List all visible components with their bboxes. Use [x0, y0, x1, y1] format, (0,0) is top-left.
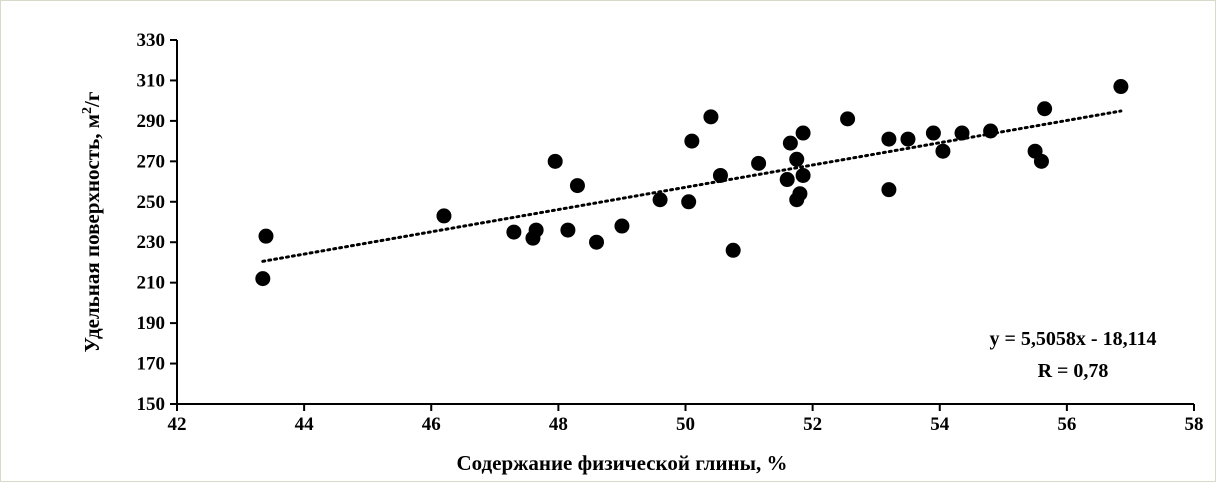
data-point: [983, 123, 999, 139]
x-tick-label: 58: [1185, 414, 1204, 435]
data-point: [1037, 101, 1053, 117]
data-point: [795, 125, 811, 141]
data-point: [258, 228, 274, 244]
y-ticks: 150 170 190 210 230 250 270 290 310 330: [137, 30, 177, 415]
x-tick-label: 52: [803, 414, 822, 435]
data-point: [900, 131, 916, 147]
data-point: [712, 167, 728, 183]
y-tick-label: 170: [137, 354, 166, 375]
data-point: [614, 218, 630, 234]
data-point: [779, 172, 795, 188]
x-axis-title: Содержание физической глины, %: [456, 451, 787, 475]
data-point: [725, 242, 741, 258]
data-point: [751, 155, 767, 171]
data-point: [840, 111, 856, 127]
data-point: [681, 194, 697, 210]
x-tick-label: 44: [295, 414, 315, 435]
trendline: [261, 109, 1123, 263]
y-tick-label: 210: [137, 273, 166, 294]
r-value-label: R = 0,78: [1038, 360, 1109, 382]
y-tick-label: 290: [137, 111, 166, 132]
x-tick-label: 54: [930, 414, 950, 435]
y-tick-label: 150: [137, 394, 166, 415]
x-tick-label: 46: [422, 414, 441, 435]
data-point: [792, 186, 808, 202]
data-point: [560, 222, 576, 238]
y-axis-title: Удельная поверхность, м2/г: [80, 92, 104, 353]
data-point: [547, 153, 563, 169]
data-point: [528, 222, 544, 238]
data-point: [881, 131, 897, 147]
y-tick-label: 310: [137, 70, 166, 91]
x-tick-label: 48: [549, 414, 568, 435]
data-point: [684, 133, 700, 149]
x-ticks: 42 44 46 48 50 52 54 56 58: [168, 404, 1204, 435]
data-point: [789, 151, 805, 167]
y-tick-label: 330: [137, 30, 166, 51]
trendline-equation: y = 5,5058x - 18,114: [990, 328, 1157, 350]
y-tick-label: 190: [137, 313, 166, 334]
data-point: [782, 135, 798, 151]
data-point: [506, 224, 522, 240]
data-point: [652, 192, 668, 208]
y-tick-label: 230: [137, 232, 166, 253]
data-point: [255, 271, 271, 287]
data-point: [925, 125, 941, 141]
x-tick-label: 50: [676, 414, 695, 435]
trendline-layer: [261, 109, 1123, 263]
data-point: [881, 182, 897, 198]
data-point: [569, 178, 585, 194]
x-tick-label: 56: [1057, 414, 1076, 435]
data-point: [703, 109, 719, 125]
data-point: [935, 143, 951, 159]
data-point: [954, 125, 970, 141]
y-axis-title-sup: 2: [80, 107, 95, 114]
points-layer: [255, 79, 1129, 287]
y-tick-label: 250: [137, 192, 166, 213]
y-axis-title-tail: /г: [80, 92, 104, 108]
y-tick-label: 270: [137, 151, 166, 172]
x-tick-label: 42: [168, 414, 187, 435]
data-point: [1113, 79, 1129, 95]
data-point: [589, 234, 605, 250]
data-point: [1033, 153, 1049, 169]
data-point: [795, 167, 811, 183]
y-axis-title-main: Удельная поверхность, м: [80, 114, 104, 353]
data-point: [436, 208, 452, 224]
